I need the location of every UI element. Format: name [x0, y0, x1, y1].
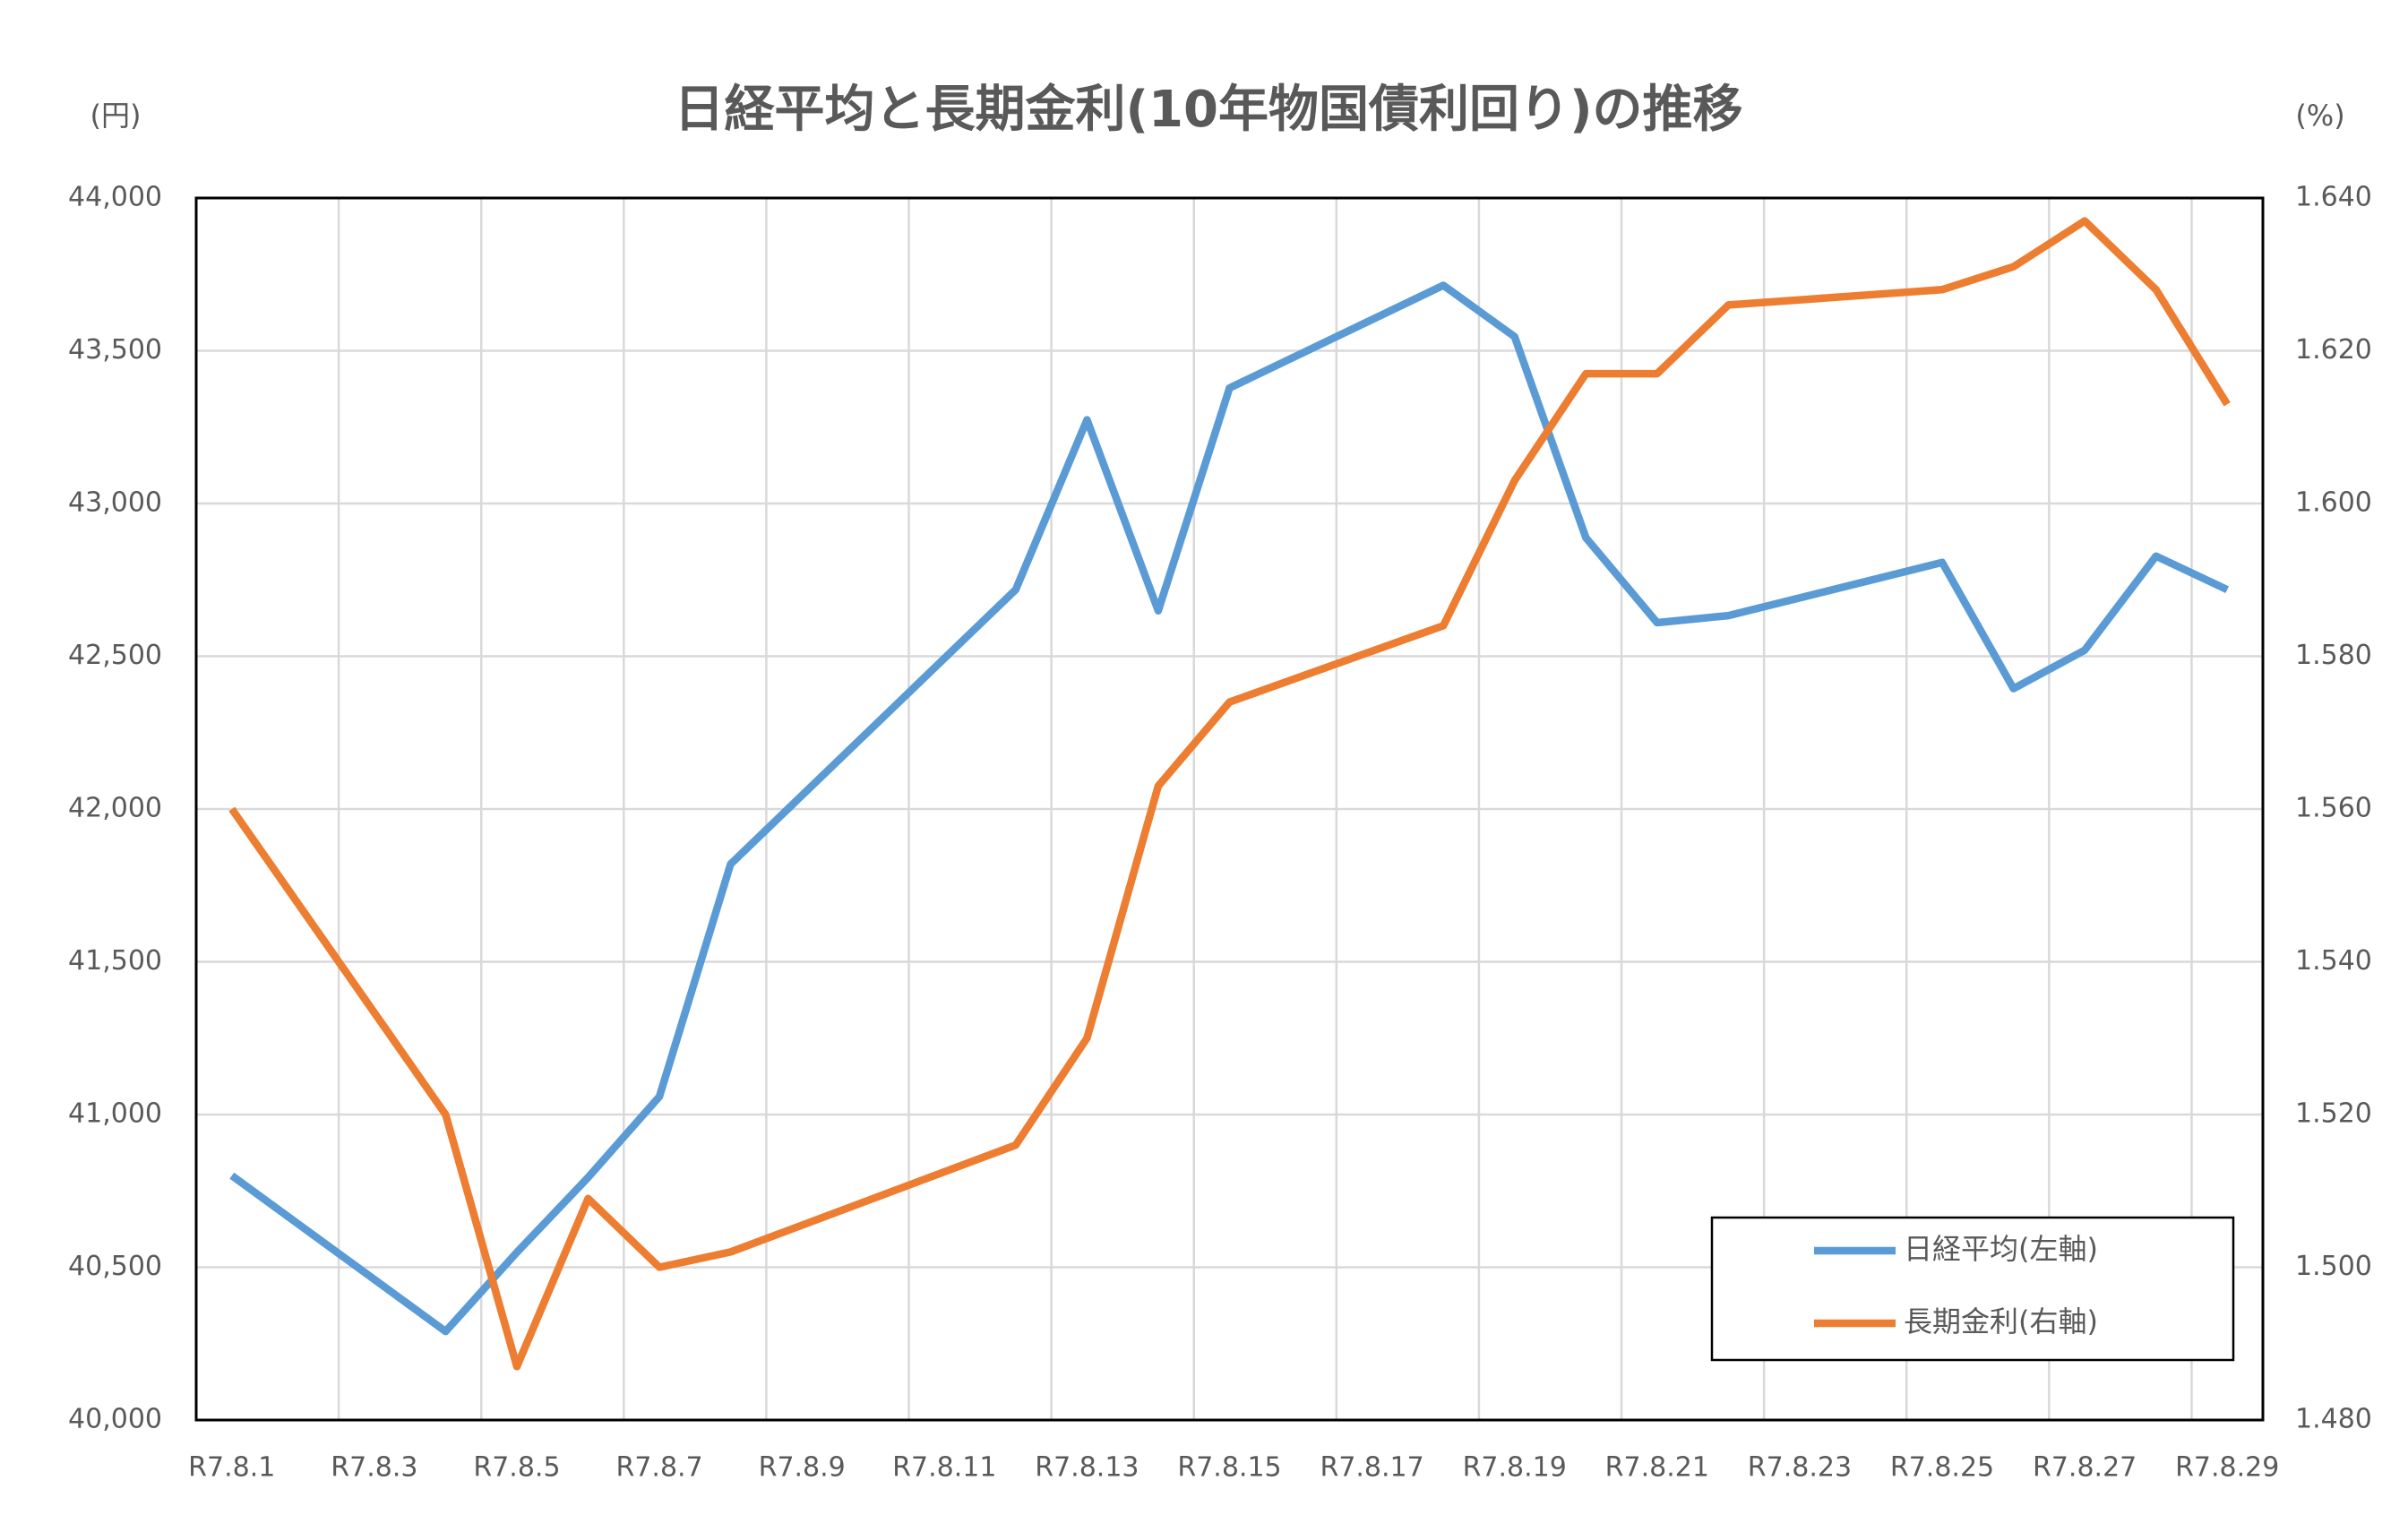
- x-tick-label: R7.8.29: [2175, 1452, 2279, 1484]
- y2-tick-label: 1.600: [2295, 487, 2372, 519]
- x-tick-label: R7.8.15: [1177, 1452, 1281, 1484]
- y-tick-label: 44,000: [68, 182, 162, 213]
- y-tick-label: 41,000: [68, 1098, 162, 1130]
- y-tick-label: 43,500: [68, 334, 162, 366]
- y2-tick-label: 1.560: [2295, 793, 2372, 824]
- x-tick-label: R7.8.13: [1035, 1452, 1139, 1484]
- y-tick-label: 40,500: [68, 1251, 162, 1282]
- y2-axis-unit: (%): [2295, 99, 2344, 133]
- x-tick-label: R7.8.27: [2033, 1452, 2137, 1484]
- x-tick-label: R7.8.5: [473, 1452, 560, 1484]
- y-tick-label: 42,500: [68, 640, 162, 671]
- series-line: [229, 281, 2230, 1336]
- x-tick-label: R7.8.7: [615, 1452, 702, 1484]
- plot-frame: [194, 196, 2265, 1422]
- y2-tick-label: 1.480: [2295, 1404, 2372, 1435]
- legend-label: 日経平均(左軸): [1904, 1232, 2098, 1266]
- chart-title: 日経平均と長期金利(10年物国債利回り)の推移: [674, 81, 1742, 139]
- y2-tick-label: 1.640: [2295, 182, 2372, 213]
- x-tick-label: R7.8.19: [1463, 1452, 1567, 1484]
- x-tick-label: R7.8.25: [1890, 1452, 1994, 1484]
- legend-box: [1710, 1216, 2235, 1362]
- y-tick-label: 42,000: [68, 793, 162, 824]
- x-tick-label: R7.8.11: [892, 1452, 996, 1484]
- series-line: [228, 217, 2231, 1371]
- y-tick-label: 43,000: [68, 487, 162, 519]
- y2-tick-label: 1.520: [2295, 1098, 2372, 1130]
- y-axis-unit: (円): [90, 99, 142, 133]
- x-tick-label: R7.8.3: [331, 1452, 417, 1484]
- y-tick-label: 40,000: [68, 1404, 162, 1435]
- x-tick-label: R7.8.21: [1605, 1452, 1709, 1484]
- x-tick-label: R7.8.17: [1320, 1452, 1423, 1484]
- x-tick-label: R7.8.1: [188, 1452, 275, 1484]
- y2-tick-label: 1.580: [2295, 640, 2372, 671]
- y2-tick-label: 1.620: [2295, 334, 2372, 366]
- y2-tick-label: 1.540: [2295, 945, 2372, 977]
- y2-tick-label: 1.500: [2295, 1251, 2372, 1282]
- legend-label: 長期金利(右軸): [1904, 1304, 2098, 1339]
- x-tick-label: R7.8.23: [1748, 1452, 1852, 1484]
- y-tick-label: 41,500: [68, 945, 162, 977]
- x-tick-label: R7.8.9: [759, 1452, 846, 1484]
